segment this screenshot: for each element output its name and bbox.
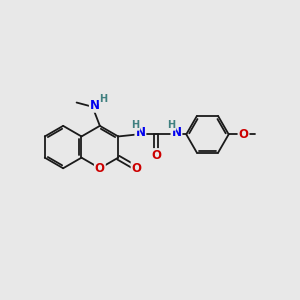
Text: O: O xyxy=(238,128,248,141)
Text: H: H xyxy=(131,120,140,130)
Text: O: O xyxy=(132,162,142,175)
Text: N: N xyxy=(90,99,100,112)
Text: H: H xyxy=(100,94,108,103)
Text: O: O xyxy=(152,149,161,162)
Text: O: O xyxy=(95,162,105,175)
Text: H: H xyxy=(167,120,175,130)
Text: N: N xyxy=(135,126,146,139)
Text: N: N xyxy=(172,126,182,139)
